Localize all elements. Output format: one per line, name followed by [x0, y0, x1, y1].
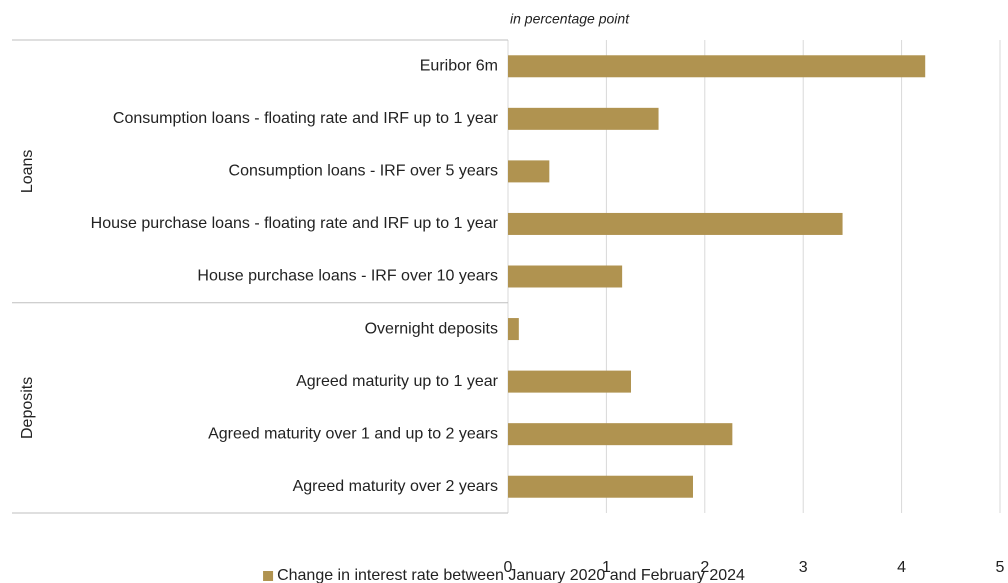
y-tick-label: Consumption loans - floating rate and IR…	[113, 110, 499, 127]
bar	[508, 55, 926, 78]
x-tick-label: 2	[700, 559, 709, 576]
y-tick-label: Overnight deposits	[365, 320, 498, 337]
x-tick-label: 1	[602, 559, 611, 576]
x-tick-label: 5	[996, 559, 1005, 576]
legend-swatch	[263, 571, 274, 581]
y-tick-label: Agreed maturity over 1 and up to 2 years	[208, 425, 498, 442]
y-tick-label: Euribor 6m	[420, 57, 498, 74]
group-label: Deposits	[19, 377, 36, 439]
bar	[508, 370, 631, 393]
y-tick-label: House purchase loans - floating rate and…	[91, 215, 499, 232]
x-tick-label: 0	[504, 559, 513, 576]
legend-label: Change in interest rate between January …	[277, 567, 745, 583]
bar	[508, 265, 623, 288]
bar	[508, 160, 550, 183]
bar	[508, 475, 693, 498]
group-label: Loans	[19, 150, 36, 194]
bar	[508, 423, 733, 446]
x-tick-label: 4	[897, 559, 906, 576]
bar	[508, 318, 519, 341]
y-tick-label: Agreed maturity over 2 years	[293, 478, 498, 495]
x-tick-label: 3	[799, 559, 808, 576]
chart-subtitle: in percentage point	[510, 11, 630, 27]
bar	[508, 107, 659, 130]
y-tick-label: Consumption loans - IRF over 5 years	[229, 163, 498, 180]
y-tick-label: House purchase loans - IRF over 10 years	[197, 268, 498, 285]
y-tick-label: Agreed maturity up to 1 year	[296, 373, 499, 390]
bar	[508, 212, 843, 235]
